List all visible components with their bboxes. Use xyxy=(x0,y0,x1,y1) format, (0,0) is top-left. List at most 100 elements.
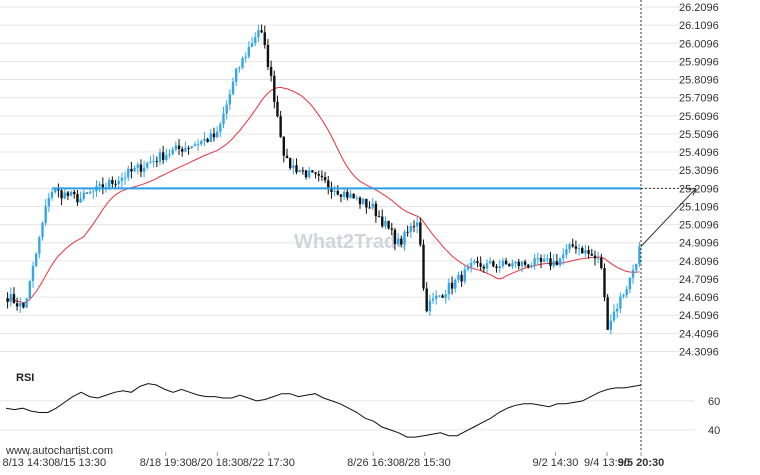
candle-body xyxy=(482,266,486,269)
candle-body xyxy=(549,258,552,267)
candle-body xyxy=(6,298,9,302)
candle-body xyxy=(457,274,460,280)
candle-body xyxy=(603,268,606,298)
candle-body xyxy=(177,145,181,149)
y-tick-label: 24.7096 xyxy=(679,274,719,286)
price-axis-labels: 26.2096 26.1096 26.0096 25.9096 25.8096 25.70… xyxy=(679,2,720,437)
candle-body xyxy=(215,131,219,138)
watermark-text: What2Trade xyxy=(294,231,407,253)
candle-body xyxy=(142,167,146,172)
candle-body xyxy=(200,140,203,145)
candle-body xyxy=(107,180,111,188)
candle-body xyxy=(152,161,155,163)
candle-body xyxy=(54,189,57,193)
candle-body xyxy=(479,263,482,267)
candle-body xyxy=(127,168,130,178)
candle-body xyxy=(327,180,330,188)
x-tick-label: 9/4 13:30 xyxy=(584,457,630,469)
candle-body xyxy=(409,226,413,232)
candle-body xyxy=(266,45,270,67)
candle-body xyxy=(606,297,609,330)
candle-body xyxy=(158,152,162,162)
candle-body xyxy=(254,37,257,44)
candle-body xyxy=(292,165,295,169)
candle-body xyxy=(631,270,635,278)
candle-body xyxy=(279,116,282,137)
candle-body xyxy=(209,133,212,142)
time-axis-labels: 8/13 14:30 8/15 13:30 8/18 19:30 8/20 18:30… xyxy=(3,452,664,469)
candle-body xyxy=(523,261,527,265)
candle-body xyxy=(463,269,466,282)
candle-body xyxy=(485,263,489,269)
candle-body xyxy=(190,146,193,149)
y-tick-label: 25.5096 xyxy=(679,129,719,141)
candle-body xyxy=(165,155,168,160)
candle-body xyxy=(323,177,327,181)
candle-body xyxy=(422,244,425,289)
candle-body xyxy=(495,266,498,269)
candle-body xyxy=(336,190,339,195)
candle-body xyxy=(285,155,289,159)
y-tick-label: 25.3096 xyxy=(679,165,719,177)
rsi-tick-label: 60 xyxy=(708,396,720,408)
y-tick-label: 26.0096 xyxy=(679,38,719,50)
candle-body xyxy=(552,261,555,267)
candle-body xyxy=(438,295,441,297)
candle-body xyxy=(517,261,520,267)
candle-body xyxy=(590,253,593,256)
candle-body xyxy=(593,255,597,259)
candle-body xyxy=(584,250,587,254)
candle-body xyxy=(587,250,590,254)
candle-body xyxy=(50,192,54,198)
candle-body xyxy=(31,266,35,281)
moving-average-line xyxy=(7,86,640,304)
candle-body xyxy=(466,267,470,270)
candle-body xyxy=(396,238,400,245)
candle-body xyxy=(355,197,359,199)
candle-body xyxy=(460,274,463,282)
candle-body xyxy=(419,222,422,245)
y-tick-label: 26.1096 xyxy=(679,20,719,32)
candle-body xyxy=(288,158,292,169)
projection-arrow-head xyxy=(686,187,697,196)
candle-body xyxy=(73,191,76,195)
candle-body xyxy=(203,138,206,141)
candle-body xyxy=(454,279,457,289)
candle-body xyxy=(79,198,82,203)
candle-body xyxy=(625,289,628,295)
candle-body xyxy=(114,183,117,185)
candle-body xyxy=(330,187,333,192)
y-tick-label: 26.2096 xyxy=(679,2,719,14)
candle-body xyxy=(41,223,44,238)
candle-body xyxy=(492,261,495,267)
x-tick-label: 8/20 18:30 xyxy=(191,457,243,469)
candle-body xyxy=(546,258,549,260)
candle-body xyxy=(527,264,530,268)
candle-body xyxy=(308,170,311,178)
candle-body xyxy=(69,191,73,196)
candle-body xyxy=(314,172,317,175)
candle-body xyxy=(228,94,232,105)
candle-body xyxy=(638,246,641,265)
candle-body xyxy=(15,303,19,307)
candle-body xyxy=(250,43,254,47)
candle-body xyxy=(320,175,324,178)
candle-body xyxy=(9,294,12,302)
candle-body xyxy=(295,165,298,173)
y-tick-label: 24.4096 xyxy=(679,328,719,340)
candle-body xyxy=(428,300,432,312)
candle-body xyxy=(238,67,241,69)
candle-body xyxy=(571,244,574,247)
y-tick-label: 25.6096 xyxy=(679,111,719,123)
candle-body xyxy=(98,184,101,186)
y-tick-label: 25.8096 xyxy=(679,75,719,87)
candle-body xyxy=(542,259,546,262)
candle-body xyxy=(282,136,286,156)
candle-body xyxy=(444,294,447,298)
candle-body xyxy=(117,180,120,185)
candle-body xyxy=(406,231,409,233)
candle-body xyxy=(63,192,66,199)
candle-body xyxy=(520,261,524,267)
candle-body xyxy=(533,258,536,266)
